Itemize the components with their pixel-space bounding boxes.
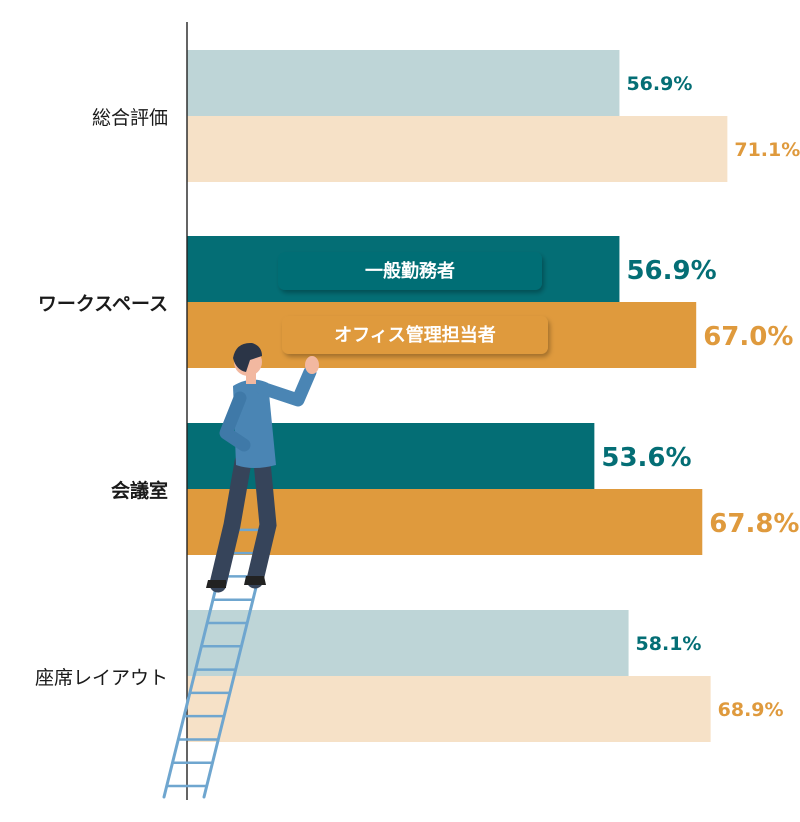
legend: 一般勤務者 オフィス管理担当者 [278, 252, 548, 354]
category-label-3: 座席レイアウト [35, 667, 168, 689]
value-label-1-series-2: 67.0% [703, 322, 793, 352]
bar-0-series-1 [187, 50, 620, 116]
legend-label-series-1: 一般勤務者 [365, 260, 455, 282]
category-label-2: 会議室 [111, 479, 168, 502]
value-label-2-series-2: 67.8% [709, 509, 799, 539]
legend-pill-series-2 [282, 316, 548, 354]
person-climbing-ladder-illustration [162, 342, 319, 799]
bar-3-series-1 [187, 610, 629, 676]
value-label-2-series-1: 53.6% [601, 443, 691, 473]
value-label-1-series-1: 56.9% [626, 256, 716, 286]
bar-0-series-2 [187, 116, 728, 182]
legend-pill-series-1 [278, 252, 542, 290]
value-label-3-series-1: 58.1% [636, 633, 702, 655]
bar-3-series-2 [187, 676, 711, 742]
legend-label-series-2: オフィス管理担当者 [334, 324, 496, 346]
legend-item-series-1: 一般勤務者 [278, 252, 542, 290]
value-label-3-series-2: 68.9% [718, 699, 784, 721]
bars-layer: 総合評価 56.9% 71.1% ワークスペース 56.9% 67.0% 会議室 53.6% 6… [35, 50, 800, 742]
category-label-1: ワークスペース [38, 293, 168, 315]
person [206, 342, 319, 593]
value-label-0-series-1: 56.9% [626, 73, 692, 95]
legend-item-series-2: オフィス管理担当者 [282, 316, 548, 354]
value-label-0-series-2: 71.1% [734, 139, 800, 161]
category-label-0: 総合評価 [92, 107, 168, 129]
